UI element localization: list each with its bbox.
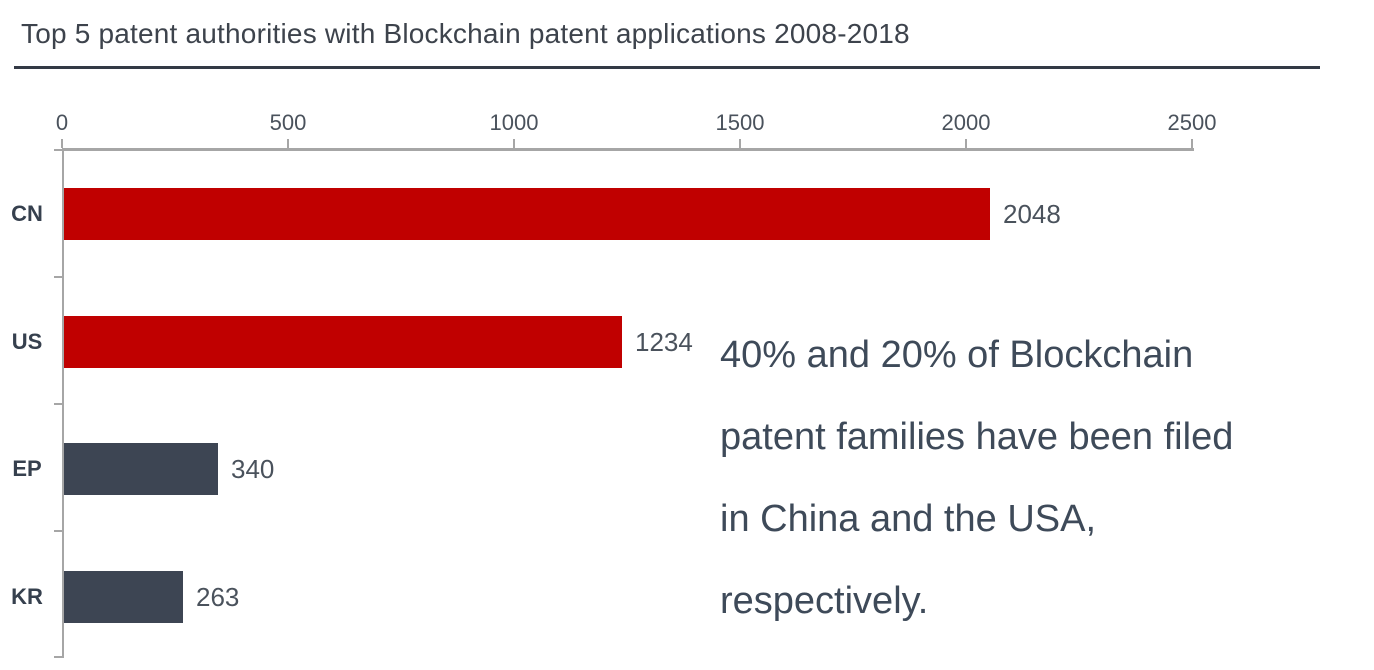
bar-cn [64,188,990,240]
category-label-cn: CN [11,201,43,226]
category-label-kr: KR [11,584,43,609]
annotation-text-block: 40% and 20% of Blockchain patent familie… [720,314,1370,642]
title-divider-line [14,66,1320,69]
y-axis-tick-mark [54,149,62,151]
x-axis-tick-mark [965,139,967,148]
value-label-ep: 340 [231,454,275,484]
x-axis-tick-label: 1500 [715,110,765,135]
x-axis-tick-mark [739,139,741,148]
annotation-line: 40% and 20% of Blockchain [720,334,1194,376]
x-axis-tick-label: 2000 [941,110,991,135]
y-axis-tick-mark [54,656,62,658]
value-label-kr: 263 [196,582,240,612]
bar-us [64,316,622,368]
value-label-us: 1234 [635,327,693,357]
x-axis-tick-label: 2500 [1167,110,1217,135]
y-axis-tick-mark [54,276,62,278]
x-axis-tick-mark [287,139,289,148]
x-axis-line [62,148,1194,151]
bar-kr [64,571,183,623]
category-label-us: US [11,329,43,354]
y-axis-tick-mark [54,403,62,405]
x-axis-tick-label: 1000 [489,110,539,135]
category-label-ep: EP [12,456,42,481]
x-axis-tick-mark [1191,139,1193,148]
value-label-cn: 2048 [1003,199,1061,229]
chart-title: Top 5 patent authorities with Blockchain… [21,18,910,49]
y-axis-tick-mark [54,530,62,532]
annotation-line: in China and the USA, [720,498,1097,540]
x-axis-tick-label: 0 [55,110,69,135]
bar-ep [64,443,218,495]
x-axis-tick-mark [513,139,515,148]
y-axis-line [62,148,64,658]
x-axis-tick-label: 500 [269,110,307,135]
x-axis-tick-mark [61,139,63,148]
annotation-line: respectively. [720,580,929,622]
annotation-line: patent families have been filed [720,416,1234,458]
